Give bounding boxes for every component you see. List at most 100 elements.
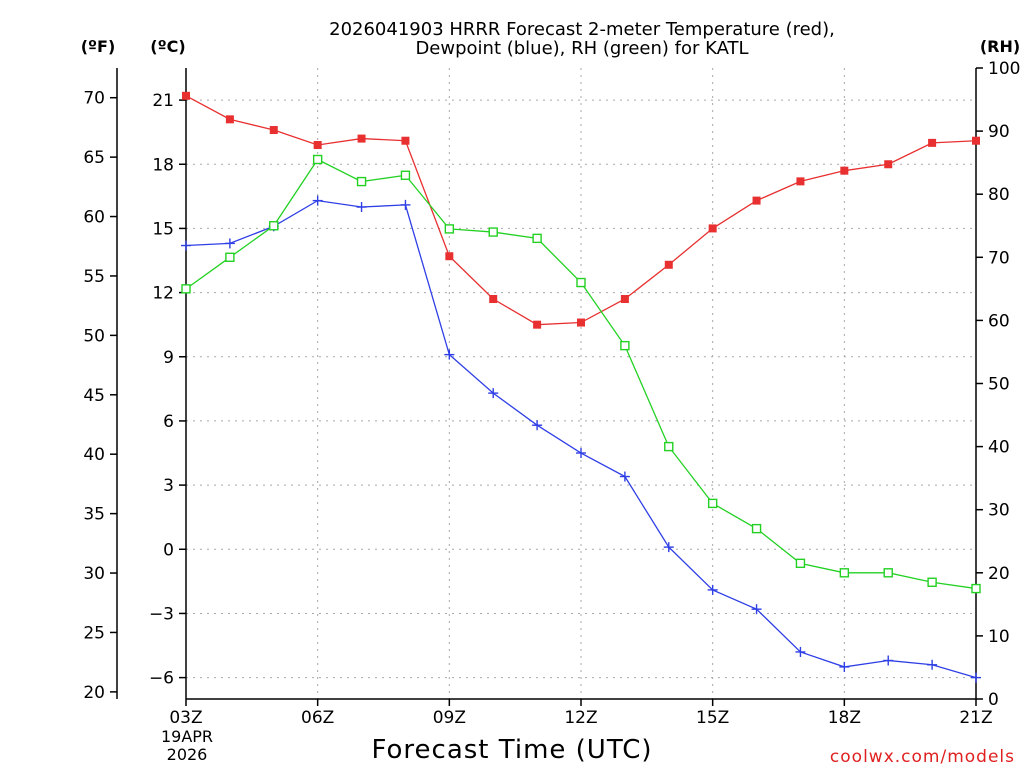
chart-title-line-1: 2026041903 HRRR Forecast 2-meter Tempera… <box>329 19 835 40</box>
dewpoint-point <box>663 542 674 553</box>
temperature-point <box>269 126 278 135</box>
temperature-point <box>533 320 542 329</box>
rh-tick-label: 20 <box>988 564 1010 584</box>
rh-point <box>839 568 850 578</box>
dewpoint-point <box>400 199 411 210</box>
dewpoint-point <box>312 195 323 206</box>
dewpoint-point <box>839 661 850 672</box>
temperature-point <box>840 166 849 175</box>
temperature-point <box>752 196 761 205</box>
grid <box>186 68 976 699</box>
rh-point <box>576 277 586 288</box>
dewpoint-point <box>488 388 499 399</box>
fahrenheit-tick-label: 55 <box>83 267 105 287</box>
fahrenheit-tick-label: 40 <box>83 445 105 465</box>
rh-tick-label: 0 <box>988 690 999 710</box>
temperature-point <box>182 91 190 100</box>
rh-point <box>707 498 718 509</box>
rh-unit-label: (RH) <box>980 37 1020 56</box>
celsius-tick-label: 6 <box>163 412 174 432</box>
rh-point <box>400 170 411 180</box>
temperature-point <box>620 295 629 304</box>
x-tick-label: 03Z <box>169 708 202 728</box>
fahrenheit-tick-label: 45 <box>83 386 105 406</box>
celsius-tick-label: 12 <box>152 284 174 304</box>
date-label-day: 19APR <box>161 727 213 746</box>
fahrenheit-tick-label: 30 <box>83 564 105 584</box>
axes: 03Z 06Z 09Z 12Z 15Z 18Z 21Z211815129630−3−6706… <box>83 59 1020 728</box>
rh-tick-label: 90 <box>988 122 1010 142</box>
x-tick-label: 18Z <box>828 708 861 728</box>
temperature-point <box>313 141 322 150</box>
temperature-point <box>577 318 585 327</box>
rh-point <box>664 441 674 452</box>
rh-point <box>312 154 323 165</box>
celsius-tick-label: 15 <box>152 219 174 239</box>
dewpoint-point <box>795 646 806 657</box>
rh-point <box>795 558 806 569</box>
rh-point <box>269 221 279 231</box>
dewpoint-point <box>751 604 762 615</box>
rh-point <box>971 583 981 594</box>
dewpoint-point <box>532 420 543 431</box>
celsius-tick-label: −6 <box>149 669 174 689</box>
rh-point <box>927 577 937 587</box>
rh-tick-label: 100 <box>988 59 1020 79</box>
rh-tick-label: 30 <box>988 501 1010 521</box>
dewpoint-point <box>181 240 191 251</box>
celsius-tick-label: 18 <box>152 155 174 175</box>
rh-point <box>444 224 455 234</box>
rh-tick-label: 70 <box>988 248 1010 268</box>
dewpoint-point <box>971 672 981 683</box>
dewpoint-point <box>927 659 938 670</box>
temperature-point <box>489 295 498 304</box>
temperature-line <box>185 95 977 326</box>
dewpoint-point <box>707 584 718 595</box>
x-tick-label: 09Z <box>433 708 466 728</box>
rh-point <box>181 284 191 294</box>
temperature-point <box>664 260 673 269</box>
x-tick-label: 06Z <box>301 708 334 728</box>
x-axis-label: Forecast Time (UTC) <box>371 735 652 765</box>
rh-point <box>225 252 235 263</box>
dewpoint-point <box>883 655 894 666</box>
rh-tick-label: 40 <box>988 438 1010 458</box>
rh-point <box>488 227 498 237</box>
fahrenheit-unit-label: (ºF) <box>81 37 116 56</box>
dewpoint-point <box>224 238 235 249</box>
fahrenheit-tick-label: 35 <box>83 505 105 525</box>
rh-tick-label: 50 <box>988 375 1010 395</box>
temperature-point <box>401 136 410 145</box>
fahrenheit-tick-label: 50 <box>83 326 105 346</box>
rh-tick-label: 60 <box>988 311 1010 331</box>
temperature-point <box>357 134 366 143</box>
x-tick-label: 15Z <box>696 708 729 728</box>
rh-point <box>751 523 762 534</box>
rh-tick-label: 80 <box>988 185 1010 205</box>
fahrenheit-tick-label: 65 <box>83 148 105 168</box>
fahrenheit-tick-label: 60 <box>83 208 105 228</box>
credit-link[interactable]: coolwx.com/models <box>830 747 1015 767</box>
temperature-point <box>708 224 717 233</box>
temperature-point <box>796 177 805 186</box>
rh-point <box>532 233 542 244</box>
date-label-year: 2026 <box>167 745 208 764</box>
dewpoint-point <box>356 202 367 213</box>
temperature-point <box>972 136 980 145</box>
dewpoint-point <box>576 448 586 459</box>
celsius-unit-label: (ºC) <box>150 37 185 56</box>
celsius-tick-label: 3 <box>163 476 174 496</box>
x-tick-label: 12Z <box>564 708 597 728</box>
rh-point <box>356 176 367 187</box>
fahrenheit-tick-label: 20 <box>83 683 105 703</box>
temperature-point <box>928 138 937 147</box>
chart-title-line-2: Dewpoint (blue), RH (green) for KATL <box>415 38 748 59</box>
series <box>181 91 981 683</box>
dewpoint-point <box>619 471 630 482</box>
celsius-tick-label: 9 <box>163 348 174 368</box>
fahrenheit-tick-label: 70 <box>83 89 105 109</box>
celsius-tick-label: 0 <box>163 540 174 560</box>
x-tick-label: 21Z <box>959 708 992 728</box>
temperature-point <box>884 160 893 169</box>
